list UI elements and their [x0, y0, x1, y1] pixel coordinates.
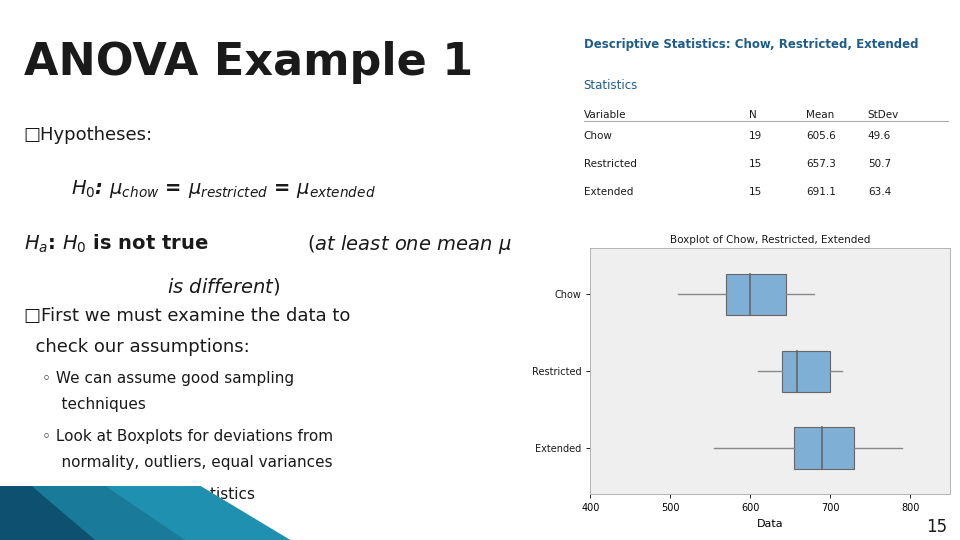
- Title: Boxplot of Chow, Restricted, Extended: Boxplot of Chow, Restricted, Extended: [670, 235, 871, 245]
- Text: ◦ We can assume good sampling: ◦ We can assume good sampling: [41, 371, 294, 386]
- Text: 15: 15: [749, 187, 762, 197]
- Text: check our assumptions:: check our assumptions:: [24, 338, 250, 356]
- Bar: [782, 350, 830, 392]
- Text: □Hypotheses:: □Hypotheses:: [24, 126, 153, 144]
- Text: 657.3: 657.3: [806, 159, 836, 169]
- Text: Mean: Mean: [806, 110, 834, 120]
- Text: Variable: Variable: [584, 110, 626, 120]
- Text: 691.1: 691.1: [806, 187, 836, 197]
- Text: 50.7: 50.7: [868, 159, 891, 169]
- Polygon shape: [0, 486, 291, 540]
- Polygon shape: [0, 486, 184, 540]
- Bar: [795, 427, 854, 469]
- Text: □First we must examine the data to: □First we must examine the data to: [24, 307, 350, 325]
- Bar: [727, 274, 786, 315]
- Text: $(at\ least\ one\ mean\ \mu$: $(at\ least\ one\ mean\ \mu$: [306, 233, 512, 256]
- Text: 63.4: 63.4: [868, 187, 891, 197]
- Text: Chow: Chow: [584, 131, 612, 140]
- X-axis label: Data: Data: [757, 519, 783, 529]
- Text: ANOVA Example 1: ANOVA Example 1: [24, 40, 473, 84]
- Text: Restricted: Restricted: [584, 159, 636, 169]
- Text: 605.6: 605.6: [806, 131, 836, 140]
- Text: 15: 15: [926, 518, 948, 536]
- Text: 15: 15: [749, 159, 762, 169]
- Text: 49.6: 49.6: [868, 131, 891, 140]
- Text: Descriptive Statistics: Chow, Restricted, Extended: Descriptive Statistics: Chow, Restricted…: [584, 38, 918, 51]
- Text: $H_a$: $H_0$ is not true: $H_a$: $H_0$ is not true: [24, 233, 208, 255]
- Text: $is\ different)$: $is\ different)$: [167, 276, 280, 297]
- Polygon shape: [0, 486, 95, 540]
- Text: N: N: [749, 110, 756, 120]
- Text: ◦ Check summary Statistics: ◦ Check summary Statistics: [41, 487, 254, 502]
- Text: techniques: techniques: [41, 397, 146, 413]
- Text: Statistics: Statistics: [584, 79, 638, 92]
- Text: Extended: Extended: [584, 187, 633, 197]
- Text: StDev: StDev: [868, 110, 900, 120]
- Text: ◦ Look at Boxplots for deviations from: ◦ Look at Boxplots for deviations from: [41, 429, 333, 444]
- Text: $H_0$: $\mu_{chow}$ = $\mu_{restricted}$ = $\mu_{extended}$: $H_0$: $\mu_{chow}$ = $\mu_{restricted}$…: [71, 178, 376, 200]
- Text: 19: 19: [749, 131, 762, 140]
- Text: normality, outliers, equal variances: normality, outliers, equal variances: [41, 455, 332, 470]
